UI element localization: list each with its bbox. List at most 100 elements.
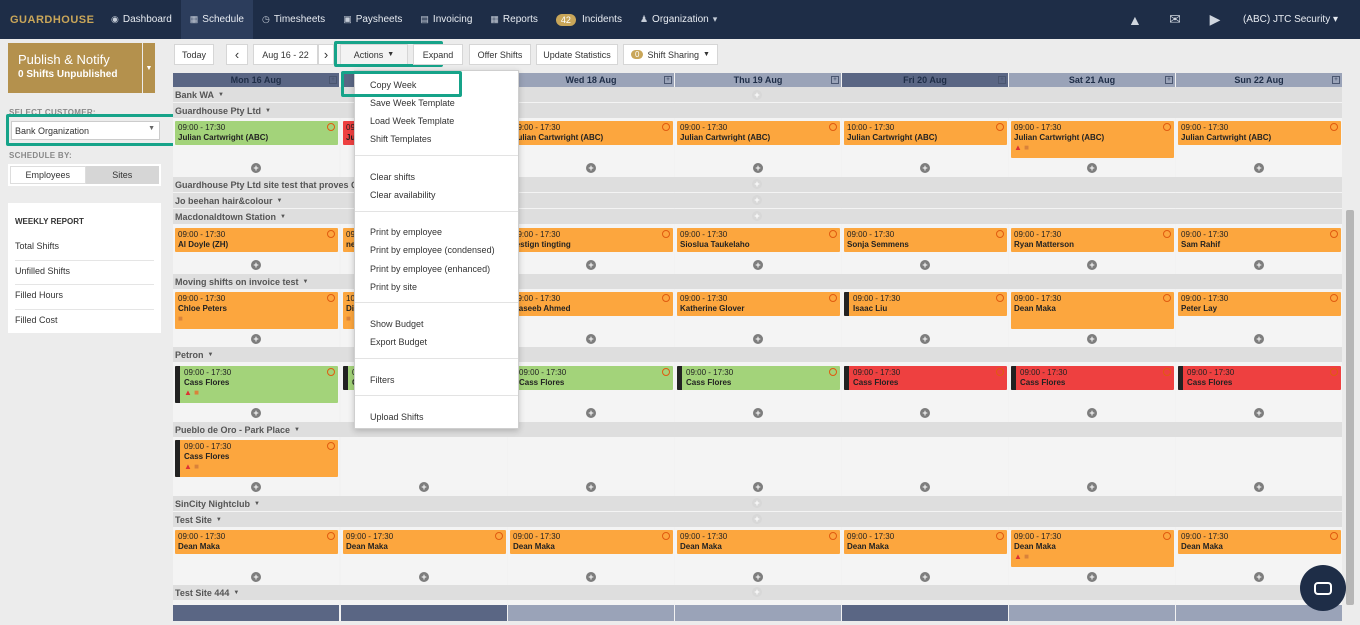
shift-card[interactable]: 09:00 - 17:30 Cass Flores ▲ ■ — [175, 366, 338, 403]
add-shift-icon[interactable]: + — [1087, 163, 1097, 173]
add-shift-icon[interactable]: + — [251, 482, 261, 492]
add-shift-icon[interactable]: + — [1087, 334, 1097, 344]
add-shift-icon[interactable]: + — [752, 587, 762, 597]
toggle-sites[interactable]: Sites — [85, 166, 159, 184]
add-shift-icon[interactable]: + — [752, 179, 762, 189]
today-button[interactable]: Today — [174, 44, 214, 65]
update-statistics-button[interactable]: Update Statistics — [536, 44, 618, 65]
add-day-icon[interactable]: + — [1165, 76, 1173, 84]
add-shift-icon[interactable]: + — [752, 514, 762, 524]
add-shift-icon[interactable]: + — [753, 163, 763, 173]
add-shift-icon[interactable]: + — [586, 163, 596, 173]
shift-card[interactable]: 09:00 - 17:30 Ryan Matterson — [1011, 228, 1174, 252]
add-shift-icon[interactable]: + — [419, 572, 429, 582]
add-shift-icon[interactable]: + — [1254, 163, 1264, 173]
site-header[interactable]: Pueblo de Oro - Park Place ▼ — [173, 422, 1342, 437]
shift-card[interactable]: 09:00 - 17:30 Peter Lay — [1178, 292, 1341, 316]
scrollbar[interactable] — [1346, 210, 1354, 605]
menu-export-budget[interactable]: Export Budget — [370, 337, 428, 347]
add-shift-icon[interactable]: + — [753, 408, 763, 418]
add-shift-icon[interactable]: + — [1254, 482, 1264, 492]
nav-paysheets[interactable]: ▣ Paysheets — [334, 0, 411, 39]
add-shift-icon[interactable]: + — [251, 408, 261, 418]
menu-clear-availability[interactable]: Clear availability — [370, 190, 436, 200]
add-shift-icon[interactable]: + — [586, 572, 596, 582]
add-shift-icon[interactable]: + — [752, 195, 762, 205]
add-shift-icon[interactable]: + — [920, 482, 930, 492]
add-shift-icon[interactable]: + — [752, 498, 762, 508]
shift-card[interactable]: 09:00 - 17:30 Julian Cartwright (ABC) ▲ ■ — [1011, 121, 1174, 158]
shift-card[interactable]: 09:00 - 17:30 Al Doyle (ZH) — [175, 228, 338, 252]
add-shift-icon[interactable]: + — [586, 334, 596, 344]
chat-button[interactable] — [1300, 565, 1346, 611]
next-week-button[interactable]: › — [318, 44, 334, 65]
add-day-icon[interactable]: + — [998, 76, 1006, 84]
guardhouse-logo[interactable]: GUARDHOUSE — [10, 13, 95, 26]
add-shift-icon[interactable]: + — [920, 408, 930, 418]
add-shift-icon[interactable]: + — [920, 163, 930, 173]
shift-card[interactable]: 09:00 - 17:30 Katherine Glover — [677, 292, 840, 316]
shift-card[interactable]: 09:00 - 17:30 Cass Flores ▲ ■ — [175, 440, 338, 477]
add-shift-icon[interactable]: + — [586, 260, 596, 270]
menu-print-by-employee[interactable]: Print by employee — [370, 227, 443, 237]
shift-card[interactable]: 09:00 - 17:30 Dean Maka ▲ ■ — [1011, 530, 1174, 567]
add-shift-icon[interactable]: + — [1254, 408, 1264, 418]
add-shift-icon[interactable]: + — [753, 482, 763, 492]
shift-card[interactable]: 09:00 - 17:30 Julian Cartwright (ABC) — [510, 121, 673, 145]
shift-card[interactable]: 09:00 - 17:30 Dean Maka — [175, 530, 338, 554]
add-shift-icon[interactable]: + — [251, 572, 261, 582]
add-shift-icon[interactable]: + — [251, 334, 261, 344]
shift-card[interactable]: 09:00 - 17:30 Julian Cartwright (ABC) — [677, 121, 840, 145]
add-shift-icon[interactable]: + — [753, 260, 763, 270]
shift-card[interactable]: 09:00 - 17:30 Isaac Liu — [844, 292, 1007, 316]
shift-card[interactable]: 09:00 - 17:30 Dean Maka — [343, 530, 506, 554]
add-day-icon[interactable]: + — [1332, 76, 1340, 84]
menu-load-week-template[interactable]: Load Week Template — [370, 116, 455, 126]
add-shift-icon[interactable]: + — [586, 408, 596, 418]
add-shift-icon[interactable]: + — [251, 163, 261, 173]
nav-invoicing[interactable]: ▤ Invoicing — [411, 0, 481, 39]
add-shift-icon[interactable]: + — [586, 482, 596, 492]
menu-copy-week[interactable]: Copy Week — [370, 80, 417, 90]
offer-shifts-button[interactable]: Offer Shifts — [469, 44, 531, 65]
menu-show-budget[interactable]: Show Budget — [370, 319, 424, 329]
add-shift-icon[interactable]: + — [920, 572, 930, 582]
expand-button[interactable]: Expand — [413, 44, 463, 65]
add-shift-icon[interactable]: + — [752, 211, 762, 221]
add-shift-icon[interactable]: + — [753, 334, 763, 344]
add-shift-icon[interactable]: + — [920, 260, 930, 270]
site-header[interactable]: Moving shifts on invoice test ▼ — [173, 274, 1342, 289]
org-menu[interactable]: (ABC) JTC Security ▾ — [1242, 14, 1338, 25]
add-shift-icon[interactable]: + — [1254, 260, 1264, 270]
nav-reports[interactable]: ▦ Reports — [481, 0, 547, 39]
menu-print-by-employee-enhanced[interactable]: Print by employee (enhanced) — [370, 264, 491, 274]
add-shift-icon[interactable]: + — [1087, 572, 1097, 582]
menu-shift-templates[interactable]: Shift Templates — [370, 134, 432, 144]
menu-clear-shifts[interactable]: Clear shifts — [370, 172, 416, 182]
shift-card[interactable]: 09:00 - 17:30 Julian Cartwright (ABC) — [175, 121, 338, 145]
add-shift-icon[interactable]: + — [920, 334, 930, 344]
nav-timesheets[interactable]: ◷ Timesheets — [253, 0, 334, 39]
add-day-icon[interactable]: + — [831, 76, 839, 84]
add-shift-icon[interactable]: + — [1087, 482, 1097, 492]
shift-card[interactable]: 09:00 - 17:30 Sioslua Taukelaho — [677, 228, 840, 252]
nav-organization[interactable]: ♟ Organization ▾ — [631, 0, 726, 39]
add-shift-icon[interactable]: + — [753, 572, 763, 582]
menu-print-by-site[interactable]: Print by site — [370, 282, 418, 292]
nav-dashboard[interactable]: ◉ Dashboard — [102, 0, 181, 39]
menu-save-week-template[interactable]: Save Week Template — [370, 98, 455, 108]
shift-card[interactable]: 10:00 - 17:30 Julian Cartwright (ABC) — [844, 121, 1007, 145]
shift-card[interactable]: 09:00 - 17:30 Dean Maka — [844, 530, 1007, 554]
shift-card[interactable]: 09:00 - 17:30 testign tingting — [510, 228, 673, 252]
shift-card[interactable]: 09:00 - 17:30 Julian Cartwright (ABC) — [1178, 121, 1341, 145]
publish-dropdown-toggle[interactable]: ▼ — [143, 43, 155, 93]
add-shift-icon[interactable]: + — [1254, 572, 1264, 582]
shift-card[interactable]: 09:00 - 17:30 Sonja Semmens — [844, 228, 1007, 252]
add-shift-icon[interactable]: + — [1087, 260, 1097, 270]
shift-card[interactable]: 09:00 - 17:30 Sam Rahif — [1178, 228, 1341, 252]
